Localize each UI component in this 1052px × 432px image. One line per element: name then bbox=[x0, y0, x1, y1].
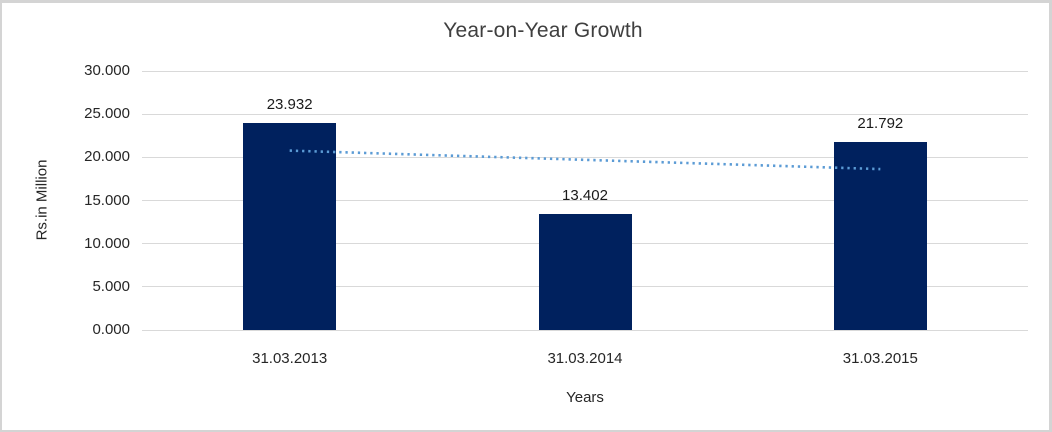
bar-value-label: 13.402 bbox=[562, 187, 608, 205]
bar-value-label: 21.792 bbox=[857, 114, 904, 132]
bar bbox=[243, 123, 337, 330]
y-tick-label: 15.000 bbox=[84, 191, 130, 209]
chart-title: Year-on-Year Growth bbox=[443, 19, 643, 42]
bar-value-label: 23.932 bbox=[266, 96, 313, 114]
x-tick-label: 31.03.2015 bbox=[842, 350, 918, 367]
x-tick-label: 31.03.2013 bbox=[252, 350, 328, 367]
bar bbox=[538, 214, 632, 330]
bar bbox=[833, 141, 927, 330]
gridline bbox=[142, 113, 1028, 115]
x-axis-title: Years bbox=[566, 389, 604, 406]
x-tick-label: 31.03.2014 bbox=[547, 350, 623, 367]
trendline bbox=[289, 149, 881, 171]
gridline bbox=[142, 70, 1028, 72]
y-tick-label: 30.000 bbox=[84, 62, 130, 79]
gridline bbox=[142, 329, 1028, 331]
y-tick-label: 10.000 bbox=[84, 234, 130, 252]
y-tick-label: 25.000 bbox=[84, 105, 130, 123]
y-tick-label: 0.000 bbox=[92, 321, 130, 338]
gridline bbox=[142, 200, 1028, 201]
y-tick-label: 20.000 bbox=[84, 148, 130, 166]
y-tick-label: 5.000 bbox=[92, 277, 130, 295]
